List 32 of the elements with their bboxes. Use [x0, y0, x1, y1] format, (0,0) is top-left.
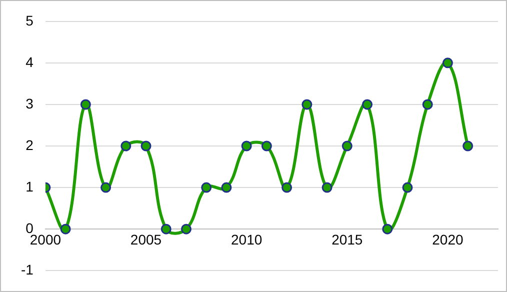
x-tick-label: 2020 — [432, 231, 464, 248]
y-tick-label: 0 — [26, 220, 34, 236]
point — [201, 182, 212, 193]
point — [302, 99, 312, 110]
point — [80, 99, 91, 110]
point — [322, 182, 332, 193]
point — [261, 140, 272, 152]
point — [140, 140, 152, 152]
x-tick-label: 2005 — [130, 231, 162, 248]
point — [160, 224, 172, 234]
y-tick-label: 5 — [26, 12, 34, 28]
x-tick-label: 2010 — [231, 231, 262, 248]
point — [362, 99, 373, 110]
point — [60, 224, 71, 234]
y-tick-label: 4 — [26, 54, 34, 70]
y-tick-label: 3 — [26, 95, 34, 112]
point — [382, 224, 393, 234]
y-tick-label: -1 — [20, 261, 34, 278]
point — [422, 99, 433, 110]
point — [342, 140, 352, 152]
point — [221, 182, 232, 193]
point — [120, 140, 132, 152]
point — [282, 182, 292, 193]
y-tick-label: 2 — [26, 136, 34, 153]
point — [241, 140, 252, 152]
x-tick-label: 2015 — [332, 231, 363, 248]
point — [100, 182, 112, 193]
y-tick-label: 1 — [26, 178, 34, 194]
point — [402, 182, 413, 193]
point — [462, 140, 474, 152]
point — [442, 58, 453, 68]
point — [180, 224, 192, 234]
